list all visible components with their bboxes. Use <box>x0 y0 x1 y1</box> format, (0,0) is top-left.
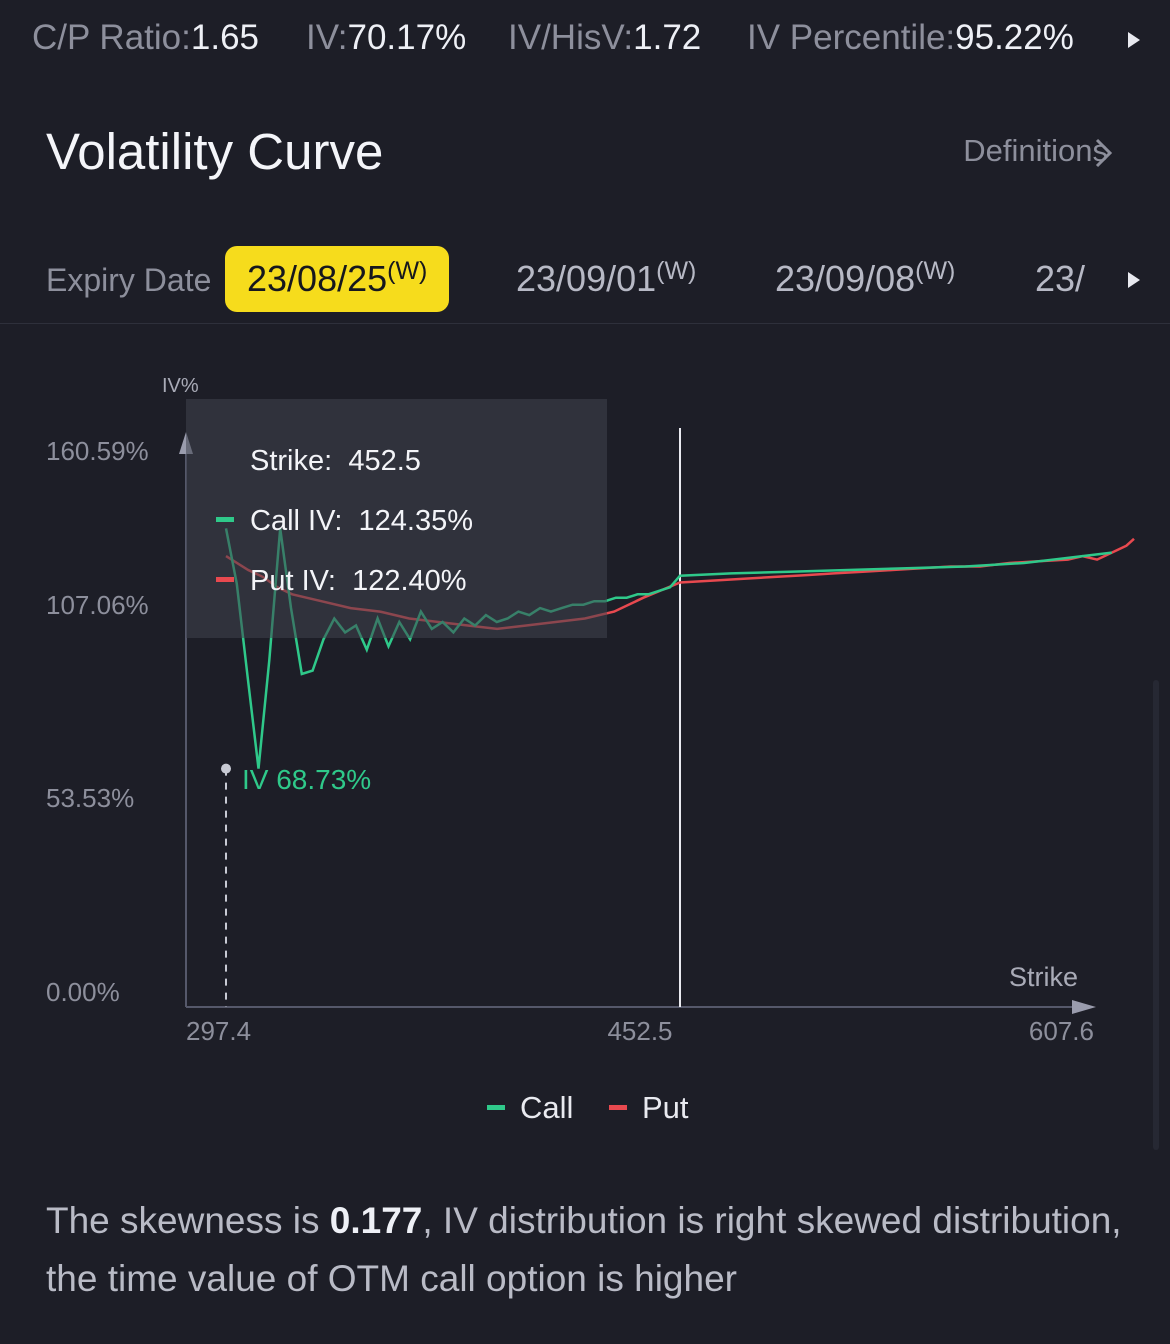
summary-prefix: The skewness is <box>46 1200 330 1241</box>
page-title: Volatility Curve <box>46 123 384 180</box>
x-axis-arrow-icon <box>1072 1000 1096 1014</box>
expiry-date-label: Expiry Date <box>46 262 212 298</box>
skewness-summary: The skewness is 0.177, IV distribution i… <box>46 1192 1126 1308</box>
iv-hisv-value: 1.72 <box>633 18 702 57</box>
tooltip-put-label: Put IV: <box>250 565 336 597</box>
tooltip-put: Put IV: 122.40% <box>250 565 467 598</box>
chart-tooltip: Strike: 452.5 Call IV: 124.35% Put IV: 1… <box>186 399 607 638</box>
legend-call-label[interactable]: Call <box>520 1090 574 1125</box>
iv-percentile-stat: IV Percentile:95.22% <box>747 18 1074 58</box>
expiry-tab-date: 23/08/25 <box>247 258 388 299</box>
iv-label: IV: <box>306 18 348 57</box>
tooltip-strike: Strike: 452.5 <box>250 445 421 478</box>
expiry-scroll-right-icon[interactable] <box>1128 272 1140 288</box>
legend-put-label[interactable]: Put <box>642 1090 689 1125</box>
y-tick-labels: 160.59% 107.06% 53.53% 0.00% <box>46 436 149 1007</box>
x-tick-labels: 297.4 452.5 607.6 <box>186 1016 1094 1046</box>
y-tick-label: 160.59% <box>46 436 149 466</box>
x-tick-label: 607.6 <box>1029 1016 1094 1046</box>
iv-hisv-label: IV/HisV: <box>508 18 634 57</box>
legend-put-swatch <box>609 1105 627 1110</box>
x-axis-label: Strike <box>1009 962 1078 992</box>
iv-percentile-value: 95.22% <box>955 18 1074 57</box>
expiry-tab-date: 23/09/01 <box>516 258 657 299</box>
tooltip-strike-label: Strike: <box>250 445 333 477</box>
summary-suffix: , IV distribution is right skewed distri… <box>46 1200 1122 1299</box>
expiry-tab-tag: (W) <box>915 257 956 285</box>
expiry-tab-tag: (W) <box>656 257 697 285</box>
expiry-tab-date: 23/ <box>1035 258 1086 299</box>
expiry-tab[interactable]: 23/09/01(W) <box>516 246 696 312</box>
stats-scroll-area[interactable]: C/P Ratio:1.65 IV:70.17% IV/HisV:1.72 IV… <box>0 0 1096 84</box>
y-tick-label: 53.53% <box>46 783 134 813</box>
y-tick-label: 0.00% <box>46 977 120 1007</box>
tooltip-put-value: 122.40% <box>352 565 467 597</box>
x-tick-label: 297.4 <box>186 1016 251 1046</box>
tooltip-call-swatch <box>216 517 234 522</box>
cp-ratio-stat: C/P Ratio:1.65 <box>32 18 259 58</box>
cp-ratio-value: 1.65 <box>190 18 259 57</box>
iv-stat: IV:70.17% <box>306 18 466 58</box>
iv-percentile-label: IV Percentile: <box>747 18 956 57</box>
iv-value: 70.17% <box>347 18 467 57</box>
expiry-tab[interactable]: 23/09/08(W) <box>775 246 955 312</box>
cp-ratio-label: C/P Ratio: <box>32 18 191 57</box>
expiry-tab-tag: (W) <box>387 257 428 285</box>
expiry-row: Expiry Date 23/08/25(W) 23/09/01(W) 23/0… <box>0 240 1170 320</box>
y-axis-label: IV% <box>162 375 199 397</box>
expiry-tab[interactable]: 23/ <box>1035 246 1085 312</box>
expiry-tabs: 23/08/25(W) 23/09/01(W) 23/09/08(W) 23/ <box>0 240 1096 320</box>
highlight-point <box>221 763 231 774</box>
skewness-value: 0.177 <box>329 1200 423 1241</box>
stats-scroll-right-icon[interactable] <box>1128 32 1140 48</box>
tooltip-put-swatch <box>216 577 234 582</box>
definitions-link[interactable]: Definitions <box>963 133 1108 168</box>
scrollbar-thumb[interactable] <box>1153 680 1159 1150</box>
section-divider <box>0 323 1170 324</box>
iv-annotation: IV 68.73% <box>242 764 372 795</box>
stats-bar: C/P Ratio:1.65 IV:70.17% IV/HisV:1.72 IV… <box>0 0 1170 84</box>
tooltip-call: Call IV: 124.35% <box>250 505 473 538</box>
expiry-tab-selected[interactable]: 23/08/25(W) <box>225 246 450 312</box>
x-tick-label: 452.5 <box>607 1016 672 1046</box>
chevron-right-icon[interactable] <box>1094 138 1114 168</box>
tooltip-strike-value: 452.5 <box>348 445 421 477</box>
tooltip-call-value: 124.35% <box>358 505 474 537</box>
iv-hisv-stat: IV/HisV:1.72 <box>508 18 701 58</box>
expiry-tab-date: 23/09/08 <box>775 258 916 299</box>
legend-call-swatch <box>487 1105 505 1110</box>
tooltip-call-label: Call IV: <box>250 505 343 537</box>
y-tick-label: 107.06% <box>46 590 149 620</box>
